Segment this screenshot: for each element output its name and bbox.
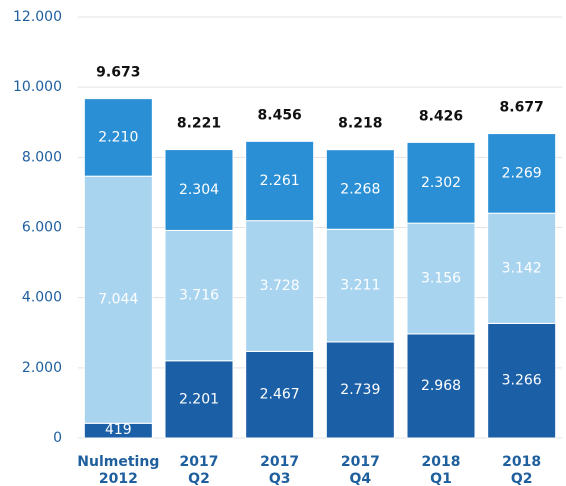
bar-segment <box>164 360 234 439</box>
segment-label: 419 <box>105 422 132 438</box>
segment-label: 2.467 <box>260 387 300 403</box>
segment-label: 3.266 <box>502 373 542 389</box>
total-label: 9.673 <box>96 65 140 81</box>
bar-segment <box>487 212 557 324</box>
x-tick-label: 2017 Q3 <box>260 454 299 486</box>
total-label: 8.218 <box>338 116 382 132</box>
segment-label: 2.261 <box>260 173 300 189</box>
y-tick-label: 8.000 <box>22 149 62 165</box>
y-tick-label: 10.000 <box>13 79 62 95</box>
bar-segment <box>245 220 315 352</box>
bar-segment <box>487 133 557 214</box>
segment-label: 3.716 <box>179 288 219 304</box>
segment-label: 2.302 <box>421 175 461 191</box>
bar-segment <box>83 98 153 177</box>
x-tick-label: Nulmeting 2012 <box>77 454 159 486</box>
bar-segment <box>245 140 315 222</box>
y-tick-label: 12.000 <box>13 9 62 25</box>
segment-label: 2.304 <box>179 182 219 198</box>
bar-segment <box>245 350 315 439</box>
segment-label: 3.142 <box>502 260 542 276</box>
bar-segment <box>406 222 476 335</box>
bar-segment <box>325 149 395 230</box>
bar-segment <box>406 141 476 224</box>
total-label: 8.456 <box>258 107 302 123</box>
segment-label: 3.728 <box>260 278 300 294</box>
bar-segment <box>406 333 476 439</box>
y-tick-label: 0 <box>53 430 62 446</box>
segment-label: 2.201 <box>179 391 219 407</box>
segment-label: 3.156 <box>421 271 461 287</box>
total-label: 8.426 <box>419 108 463 124</box>
bar-segment <box>325 228 395 343</box>
bar-segment <box>164 229 234 362</box>
segment-label: 2.269 <box>502 165 542 181</box>
bar-segment <box>164 149 234 231</box>
y-tick-label: 6.000 <box>22 220 62 236</box>
total-label: 8.677 <box>500 100 544 116</box>
segment-label: 3.211 <box>340 278 380 294</box>
segment-label: 2.739 <box>340 382 380 398</box>
y-tick-label: 2.000 <box>22 360 62 376</box>
segment-label: 2.968 <box>421 378 461 394</box>
bar-segment <box>325 341 395 439</box>
segment-label: 2.268 <box>340 181 380 197</box>
y-tick-label: 4.000 <box>22 290 62 306</box>
total-label: 8.221 <box>177 116 221 132</box>
x-tick-label: 2017 Q4 <box>341 454 380 486</box>
x-tick-label: 2018 Q2 <box>502 454 541 486</box>
segment-label: 2.210 <box>98 129 138 145</box>
x-tick-label: 2017 Q2 <box>180 454 219 486</box>
segment-label: 7.044 <box>98 292 138 308</box>
x-tick-label: 2018 Q1 <box>422 454 461 486</box>
